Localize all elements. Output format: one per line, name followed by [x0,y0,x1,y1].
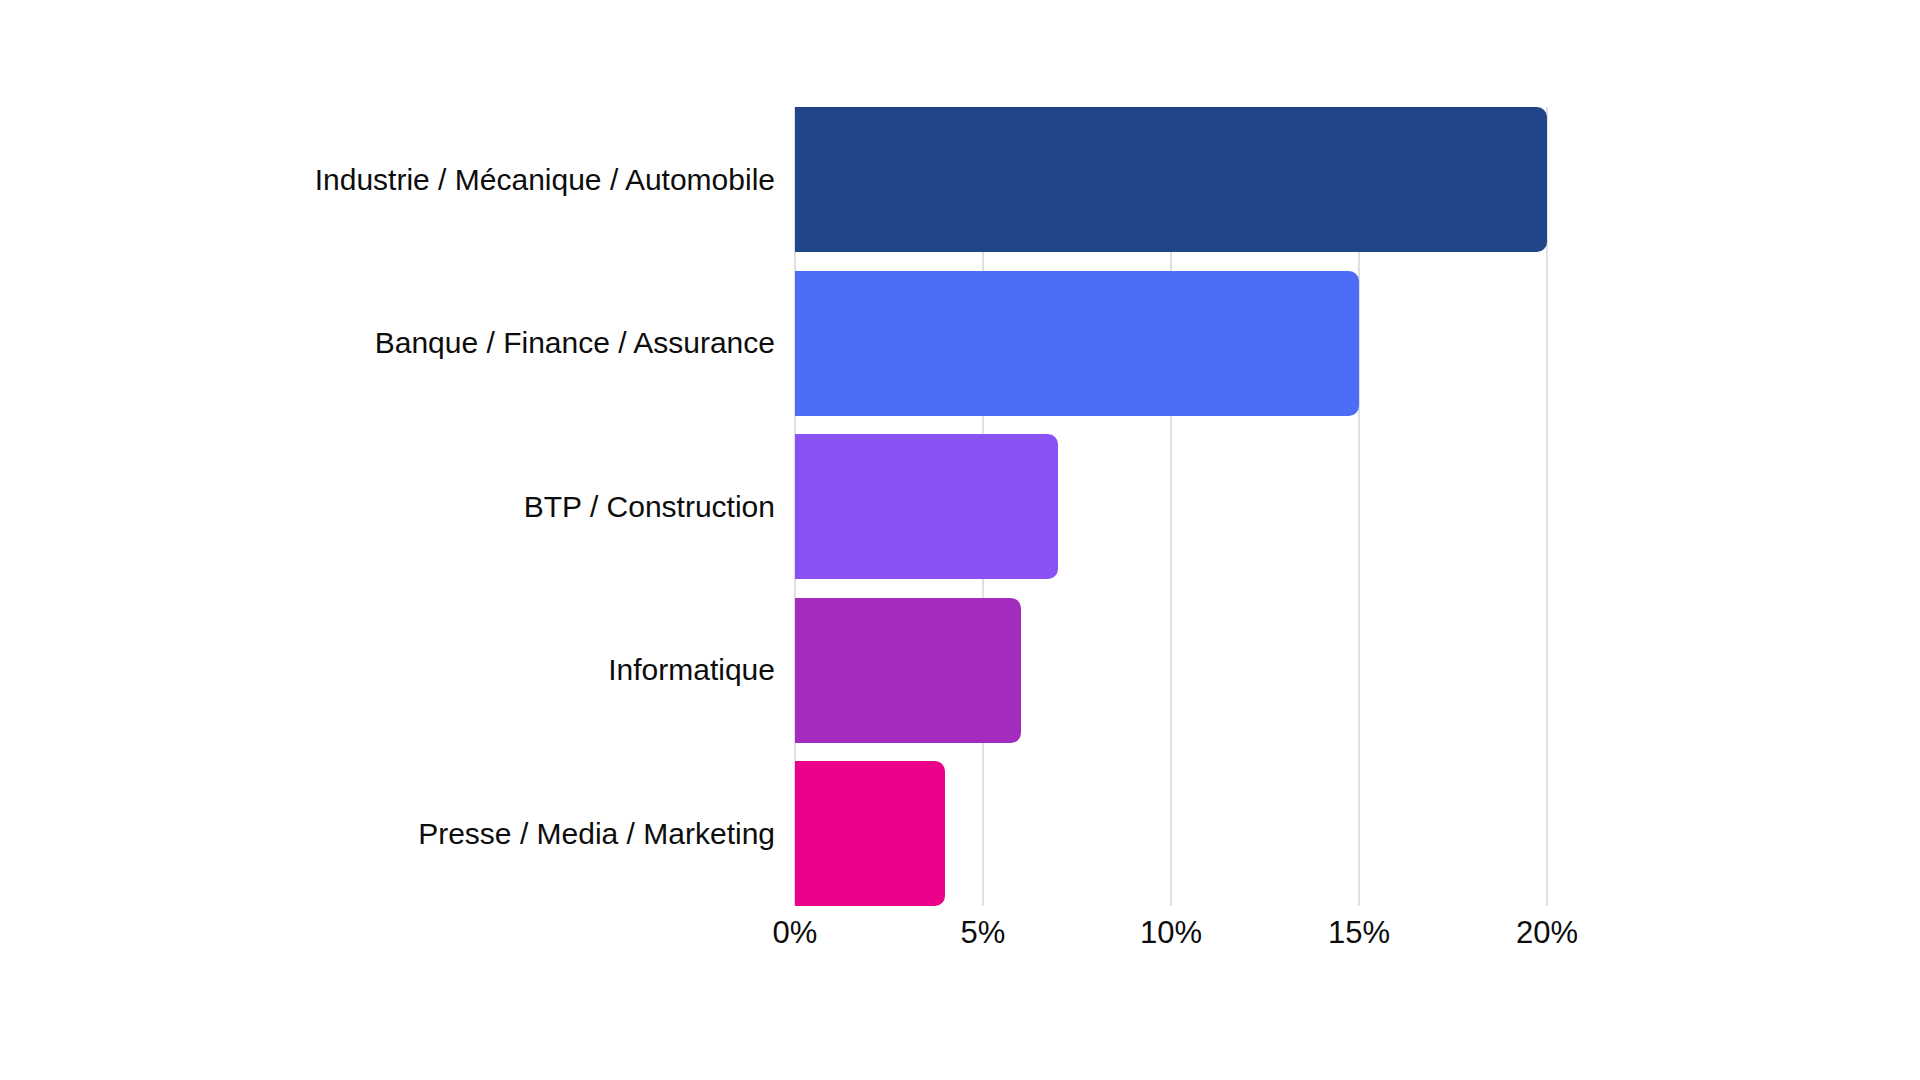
bar-row [795,271,1547,416]
bar-BTP / Construction [795,434,1058,579]
x-axis: 0% 5% 10% 15% 20% [0,915,1920,960]
x-tick-label: 5% [903,915,1063,951]
plot-area [795,107,1547,906]
bar-row [795,598,1547,743]
bar-chart: Industrie / Mécanique / Automobile Banque… [0,0,1920,1080]
x-tick-label: 0% [715,915,875,951]
bar-Banque / Finance / Assurance [795,271,1359,416]
bar-Presse / Media / Marketing [795,761,945,906]
category-label: Presse / Media / Marketing [215,761,775,906]
x-tick-label: 15% [1279,915,1439,951]
category-label: Banque / Finance / Assurance [215,271,775,416]
category-label: Industrie / Mécanique / Automobile [215,107,775,252]
x-tick-label: 10% [1091,915,1251,951]
bar-Industrie / Mécanique / Automobile [795,107,1547,252]
bar-Informatique [795,598,1021,743]
x-tick-label: 20% [1467,915,1627,951]
bar-row [795,434,1547,579]
category-label: Informatique [215,598,775,743]
bar-row [795,761,1547,906]
bar-row [795,107,1547,252]
category-label: BTP / Construction [215,434,775,579]
